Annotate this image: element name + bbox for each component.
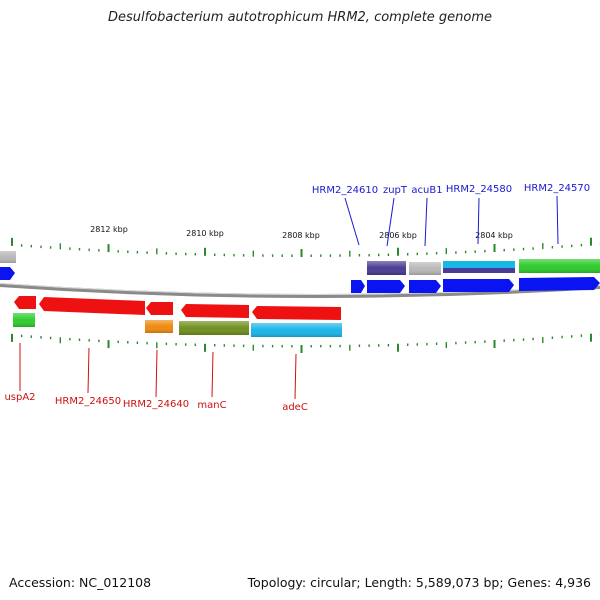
shade	[251, 323, 342, 337]
bottom-gene-labels: uspA2 HRM2_24650 HRM2_24640 manC adeC	[4, 392, 307, 413]
genome-backbone-highlight	[0, 283, 600, 296]
forward-cds-track	[0, 267, 600, 293]
gene-label-zupT[interactable]: zupT	[383, 185, 408, 196]
shade	[13, 313, 35, 327]
gene-block-HRM2_24580-purple[interactable]	[443, 268, 515, 273]
scale-ticks-top	[11, 237, 600, 257]
cds-arrow-HRM2_24570[interactable]	[519, 277, 600, 291]
accession-label: Accession: NC_012108	[9, 575, 152, 590]
gene-block-HRM2_24580-cyan[interactable]	[443, 261, 515, 268]
cds-arrow-HRM2_24610[interactable]	[351, 280, 365, 293]
cds-arrow-HRM2_24650[interactable]	[39, 297, 145, 315]
top-leader-lines	[344, 195, 559, 247]
leader-HRM2_24650	[87, 347, 90, 394]
scale-label-2808: 2808 kbp	[282, 231, 320, 240]
leader-HRM2_24570	[556, 195, 559, 245]
top-gene-labels: HRM2_24610 zupT acuB1 HRM2_24580 HRM2_24…	[312, 183, 590, 196]
bottom-leader-lines	[19, 343, 297, 400]
bottom-feature-track	[13, 313, 342, 337]
gene-label-HRM2_24640[interactable]: HRM2_24640	[123, 399, 189, 410]
cds-arrow-acuB1[interactable]	[409, 280, 441, 293]
gene-label-uspA2[interactable]: uspA2	[4, 392, 35, 403]
scale-label-2812: 2812 kbp	[90, 225, 128, 234]
page-title: Desulfobacterium autotrophicum HRM2, com…	[107, 10, 493, 25]
cds-arrow-HRM2_24580[interactable]	[443, 279, 514, 292]
topology-label: Topology: circular; Length: 5,589,073 bp…	[247, 575, 591, 590]
genome-backbone	[0, 283, 600, 299]
gene-label-HRM2_24650[interactable]: HRM2_24650	[55, 396, 121, 407]
gene-label-adeC[interactable]: adeC	[282, 402, 308, 413]
cds-arrow-manC[interactable]	[181, 304, 249, 318]
cds-arrow-zupT[interactable]	[367, 280, 405, 293]
scale-label-2806: 2806 kbp	[379, 231, 417, 240]
shade	[367, 261, 406, 275]
leader-acuB1	[424, 197, 428, 247]
shade	[409, 262, 441, 275]
reverse-cds-track	[14, 296, 341, 320]
gene-label-HRM2_24570[interactable]: HRM2_24570	[524, 183, 590, 194]
cds-arrow-adeC[interactable]	[252, 306, 341, 320]
shade	[0, 251, 16, 263]
gene-label-manC[interactable]: manC	[197, 400, 226, 411]
gene-label-acuB1[interactable]: acuB1	[411, 185, 442, 196]
leader-manC	[211, 351, 214, 398]
shade	[179, 321, 249, 335]
scale-label-2810: 2810 kbp	[186, 229, 224, 238]
leader-HRM2_24610	[344, 197, 360, 246]
leader-HRM2_24580	[477, 197, 480, 245]
shade	[519, 259, 600, 273]
leader-zupT	[386, 197, 395, 247]
leader-HRM2_24640	[155, 349, 158, 398]
scale-label-2804: 2804 kbp	[475, 231, 513, 240]
scale-ticks-bottom	[11, 332, 600, 353]
leader-adeC	[294, 353, 297, 400]
cds-arrow-forward-left[interactable]	[0, 267, 15, 280]
gene-label-HRM2_24580[interactable]: HRM2_24580	[446, 184, 512, 195]
cds-arrow-HRM2_24640[interactable]	[146, 302, 173, 315]
cds-arrow-uspA2[interactable]	[14, 296, 36, 309]
gene-label-HRM2_24610[interactable]: HRM2_24610	[312, 185, 378, 196]
top-feature-track	[0, 251, 600, 275]
shade	[145, 320, 173, 333]
